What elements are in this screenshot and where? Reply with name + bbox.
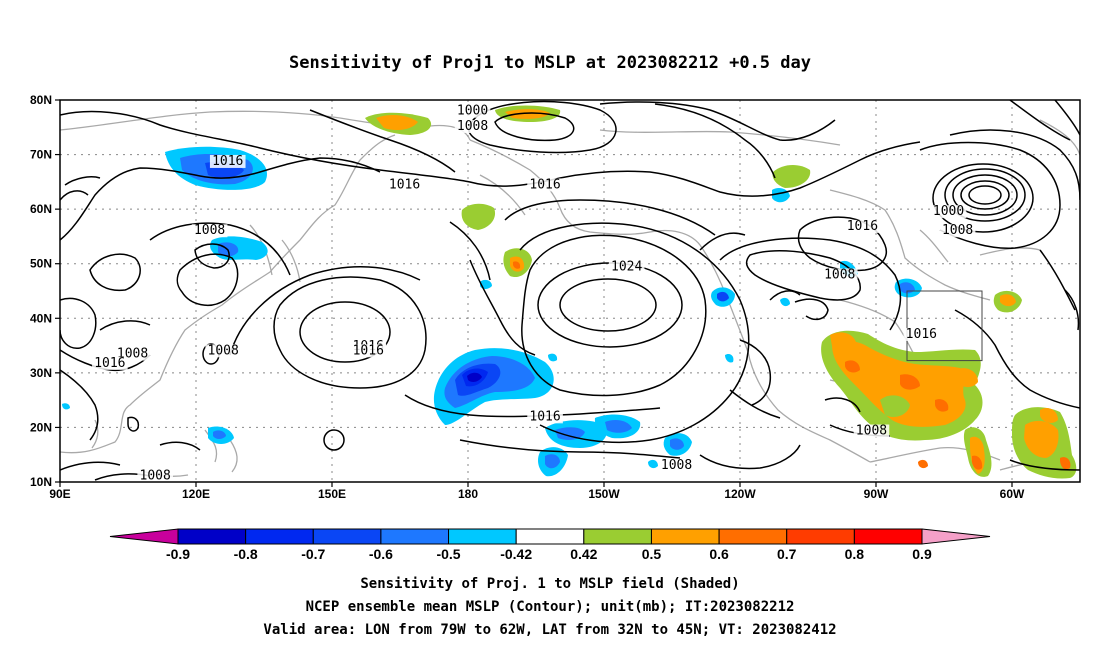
lon-label: 90W — [864, 487, 889, 501]
contour-label: 1016 — [94, 356, 125, 371]
contour-label-bg — [205, 344, 241, 358]
colorbar-swatch — [515, 528, 585, 545]
colorbar-level-label: -0.42 — [500, 546, 532, 562]
contour-label: 1008 — [194, 223, 225, 238]
contour-label: 1016 — [353, 343, 384, 358]
colorbar-low-triangle — [109, 528, 179, 545]
contour-label: 1024 — [611, 259, 642, 274]
contour-label: 1016 — [847, 219, 878, 234]
lat-label: 20N — [30, 420, 52, 434]
valid-area-box — [906, 290, 983, 362]
caption-line-3: Valid area: LON from 79W to 62W, LAT fro… — [263, 622, 836, 638]
contour-label: 1008 — [208, 343, 239, 358]
lon-label: 150E — [318, 487, 346, 501]
lat-label: 60N — [30, 202, 52, 216]
lon-label: 120W — [724, 487, 756, 501]
contour-label: 1016 — [389, 177, 420, 192]
contour-label-bg — [821, 268, 858, 282]
colorbar-level-label: 0.6 — [709, 546, 729, 562]
contour-label-bg — [903, 327, 940, 341]
colorbar-swatch — [177, 528, 247, 545]
contour-label-bg — [608, 260, 645, 274]
colorbar-level-label: 0.8 — [845, 546, 865, 562]
colorbar-level-label: 0.7 — [777, 546, 797, 562]
caption-line-2: NCEP ensemble mean MSLP (Contour); unit(… — [306, 599, 795, 615]
contour-label-bg — [844, 219, 881, 233]
colorbar-swatch — [312, 528, 382, 545]
caption-line-1: Sensitivity of Proj. 1 to MSLP field (Sh… — [360, 576, 739, 592]
latitude-labels: 80N 70N 60N 50N 40N 30N 20N 10N — [30, 93, 52, 489]
contour-label-bg — [939, 224, 976, 238]
contour-label-bg — [350, 344, 387, 358]
colorbar-swatch — [448, 528, 517, 545]
contour-label-bg — [853, 424, 890, 438]
contour-label-bg — [658, 458, 695, 472]
contour-label-bg — [527, 410, 563, 424]
contour-label: 1000 — [933, 204, 964, 219]
lon-label: 60W — [1000, 487, 1025, 501]
longitude-labels: 90E 120E 150E 180 150W 120W 90W 60W — [49, 487, 1025, 501]
contour-label: 1008 — [457, 119, 488, 134]
colorbar-swatch — [786, 528, 855, 545]
contour-label-bg — [92, 356, 128, 370]
colorbar-swatch — [853, 528, 923, 545]
lon-label: 90E — [49, 487, 70, 501]
contour-label-bg — [386, 178, 423, 192]
contour-label: 1008 — [661, 458, 692, 473]
colorbar-swatch — [718, 528, 788, 545]
contour-label: 1016 — [906, 327, 937, 342]
axis-ticks — [55, 99, 1013, 487]
colorbar-swatch — [380, 528, 450, 545]
lat-label: 30N — [30, 366, 52, 380]
colorbar-level-label: -0.5 — [436, 546, 460, 562]
contour-label-bg — [454, 104, 491, 118]
contour-label: 1016 — [212, 154, 243, 169]
figure-title: Sensitivity of Proj1 to MSLP at 20230822… — [289, 53, 811, 73]
lat-label: 10N — [30, 475, 52, 489]
lat-label: 40N — [30, 311, 52, 325]
contour-label: 1000 — [457, 104, 488, 119]
contour-label-bg — [209, 154, 246, 168]
contour-label: 1008 — [942, 223, 973, 238]
colorbar-level-label: -0.9 — [166, 546, 190, 562]
lon-label: 120E — [182, 487, 210, 501]
colorbar-high-triangle — [921, 528, 991, 545]
colorbar-level-label: 0.5 — [642, 546, 662, 562]
colorbar-level-label: 0.9 — [912, 546, 932, 562]
lat-label: 70N — [30, 148, 52, 162]
colorbar: -0.9 -0.8 -0.7 -0.6 -0.5 -0.42 0.42 0.5 0.6 0.7 0.… — [109, 528, 991, 562]
colorbar-level-label: -0.6 — [369, 546, 393, 562]
contour-label-bg — [191, 224, 228, 238]
contour-label: 1016 — [529, 177, 560, 192]
contour-label: 1008 — [140, 468, 171, 483]
contour-label: 1016 — [529, 409, 560, 424]
mslp-contours — [60, 100, 1080, 481]
contour-label: 1008 — [824, 267, 855, 282]
contour-label-bg — [137, 469, 173, 482]
contour-label-bg — [527, 178, 563, 192]
colorbar-swatch — [245, 528, 314, 545]
contour-label-bg — [930, 205, 967, 219]
colorbar-level-label: 0.42 — [570, 546, 597, 562]
colorbar-level-label: -0.7 — [301, 546, 325, 562]
colorbar-swatch — [650, 528, 720, 545]
lat-label: 80N — [30, 93, 52, 107]
colorbar-level-label: -0.8 — [234, 546, 258, 562]
map-border — [59, 99, 1081, 483]
colorbar-swatch — [583, 528, 652, 545]
lon-label: 180 — [458, 487, 478, 501]
lon-label: 150W — [588, 487, 620, 501]
contour-label-bg — [454, 120, 491, 134]
lat-label: 50N — [30, 257, 52, 271]
contour-label: 1008 — [856, 424, 887, 439]
